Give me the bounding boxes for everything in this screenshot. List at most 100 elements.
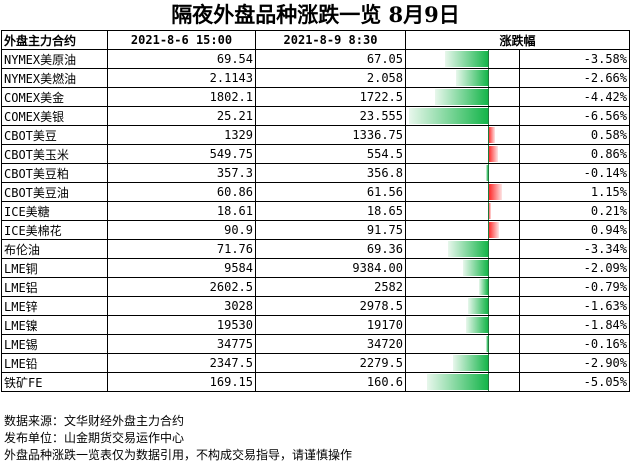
price-aug6: 357.3 bbox=[107, 163, 256, 183]
price-aug9: 356.8 bbox=[255, 163, 406, 183]
price-aug9: 61.56 bbox=[255, 182, 406, 202]
zero-axis bbox=[488, 354, 489, 372]
price-aug9: 1722.5 bbox=[255, 87, 406, 107]
zero-axis bbox=[488, 69, 489, 87]
contract-name: ICE美棉花 bbox=[1, 220, 108, 240]
change-bar-fill bbox=[453, 355, 488, 371]
change-bar-fill bbox=[468, 298, 488, 314]
price-aug6: 169.15 bbox=[107, 372, 256, 392]
zero-axis bbox=[488, 297, 489, 315]
price-aug6: 19530 bbox=[107, 315, 256, 335]
table-row: LME镍 19530 19170 -1.84% bbox=[1, 315, 630, 335]
note-publisher: 发布单位：山金期货交易运作中心 bbox=[4, 431, 185, 445]
price-aug6: 34775 bbox=[107, 334, 256, 354]
change-bar-fill bbox=[488, 222, 500, 238]
change-bar-fill bbox=[409, 108, 488, 124]
change-bar-fill bbox=[488, 203, 491, 219]
price-aug6: 3028 bbox=[107, 296, 256, 316]
change-bar-fill bbox=[427, 374, 488, 390]
change-bar-fill bbox=[488, 146, 499, 162]
change-bar-fill bbox=[445, 51, 488, 67]
price-aug6: 90.9 bbox=[107, 220, 256, 240]
contract-name: NYMEX美燃油 bbox=[1, 68, 108, 88]
notes: 数据来源：文华财经外盘主力合约 发布单位：山金期货交易运作中心 外盘品种涨跌一览… bbox=[4, 413, 352, 464]
contract-name: LME铝 bbox=[1, 277, 108, 297]
price-aug9: 9384.00 bbox=[255, 258, 406, 278]
change-percent: -5.05% bbox=[519, 372, 630, 392]
note-source: 数据来源：文华财经外盘主力合约 bbox=[4, 414, 185, 428]
table-row: LME锡 34775 34720 -0.16% bbox=[1, 334, 630, 354]
table-row: ICE美糖 18.61 18.65 0.21% bbox=[1, 201, 630, 221]
contract-name: LME铜 bbox=[1, 258, 108, 278]
change-percent: 0.21% bbox=[519, 201, 630, 221]
change-percent: 0.94% bbox=[519, 220, 630, 240]
table-row: 铁矿FE 169.15 160.6 -5.05% bbox=[1, 372, 630, 392]
contract-name: CBOT美豆 bbox=[1, 125, 108, 145]
header-date1: 2021-8-6 15:00 bbox=[107, 30, 256, 50]
price-aug9: 19170 bbox=[255, 315, 406, 335]
change-bar bbox=[405, 201, 520, 221]
table-row: 布伦油 71.76 69.36 -3.34% bbox=[1, 239, 630, 259]
change-bar-fill bbox=[486, 336, 488, 352]
price-aug9: 2978.5 bbox=[255, 296, 406, 316]
change-percent: -2.09% bbox=[519, 258, 630, 278]
price-aug9: 67.05 bbox=[255, 49, 406, 69]
zero-axis bbox=[488, 335, 489, 353]
zero-axis bbox=[488, 50, 489, 68]
contract-name: 铁矿FE bbox=[1, 372, 108, 392]
change-bar bbox=[405, 49, 520, 69]
change-percent: 1.15% bbox=[519, 182, 630, 202]
price-aug6: 2347.5 bbox=[107, 353, 256, 373]
header-name: 外盘主力合约 bbox=[1, 30, 108, 50]
change-bar bbox=[405, 87, 520, 107]
change-bar-fill bbox=[462, 260, 488, 276]
zero-axis bbox=[488, 88, 489, 106]
price-aug9: 91.75 bbox=[255, 220, 406, 240]
change-percent: -0.79% bbox=[519, 277, 630, 297]
change-bar-fill bbox=[434, 89, 488, 105]
change-percent: 0.58% bbox=[519, 125, 630, 145]
change-bar bbox=[405, 296, 520, 316]
price-aug6: 60.86 bbox=[107, 182, 256, 202]
table-row: LME锌 3028 2978.5 -1.63% bbox=[1, 296, 630, 316]
table-row: CBOT美玉米 549.75 554.5 0.86% bbox=[1, 144, 630, 164]
price-aug9: 1336.75 bbox=[255, 125, 406, 145]
contract-name: CBOT美玉米 bbox=[1, 144, 108, 164]
table-row: NYMEX美燃油 2.1143 2.058 -2.66% bbox=[1, 68, 630, 88]
price-aug9: 554.5 bbox=[255, 144, 406, 164]
change-bar bbox=[405, 372, 520, 392]
change-bar bbox=[405, 182, 520, 202]
change-percent: -3.58% bbox=[519, 49, 630, 69]
contract-name: LME镍 bbox=[1, 315, 108, 335]
change-bar-fill bbox=[488, 127, 495, 143]
table-row: LME铜 9584 9384.00 -2.09% bbox=[1, 258, 630, 278]
table-row: CBOT美豆 1329 1336.75 0.58% bbox=[1, 125, 630, 145]
contract-name: 布伦油 bbox=[1, 239, 108, 259]
change-percent: -3.34% bbox=[519, 239, 630, 259]
price-aug9: 2279.5 bbox=[255, 353, 406, 373]
price-table: 外盘主力合约 2021-8-6 15:00 2021-8-9 8:30 涨跌幅 … bbox=[1, 30, 630, 392]
zero-axis bbox=[488, 278, 489, 296]
change-percent: -0.14% bbox=[519, 163, 630, 183]
contract-name: CBOT美豆油 bbox=[1, 182, 108, 202]
contract-name: COMEX美银 bbox=[1, 106, 108, 126]
change-percent: -2.66% bbox=[519, 68, 630, 88]
change-bar bbox=[405, 125, 520, 145]
table-header-row: 外盘主力合约 2021-8-6 15:00 2021-8-9 8:30 涨跌幅 bbox=[1, 30, 630, 50]
price-aug9: 69.36 bbox=[255, 239, 406, 259]
zero-axis bbox=[488, 373, 489, 391]
change-bar bbox=[405, 334, 520, 354]
table-row: NYMEX美原油 69.54 67.05 -3.58% bbox=[1, 49, 630, 69]
price-aug6: 2602.5 bbox=[107, 277, 256, 297]
table-row: CBOT美豆粕 357.3 356.8 -0.14% bbox=[1, 163, 630, 183]
contract-name: COMEX美金 bbox=[1, 87, 108, 107]
change-bar bbox=[405, 68, 520, 88]
price-aug6: 9584 bbox=[107, 258, 256, 278]
table-row: CBOT美豆油 60.86 61.56 1.15% bbox=[1, 182, 630, 202]
change-bar bbox=[405, 315, 520, 335]
zero-axis bbox=[488, 126, 489, 144]
price-aug6: 549.75 bbox=[107, 144, 256, 164]
change-percent: -2.90% bbox=[519, 353, 630, 373]
price-aug6: 1802.1 bbox=[107, 87, 256, 107]
contract-name: LME锡 bbox=[1, 334, 108, 354]
